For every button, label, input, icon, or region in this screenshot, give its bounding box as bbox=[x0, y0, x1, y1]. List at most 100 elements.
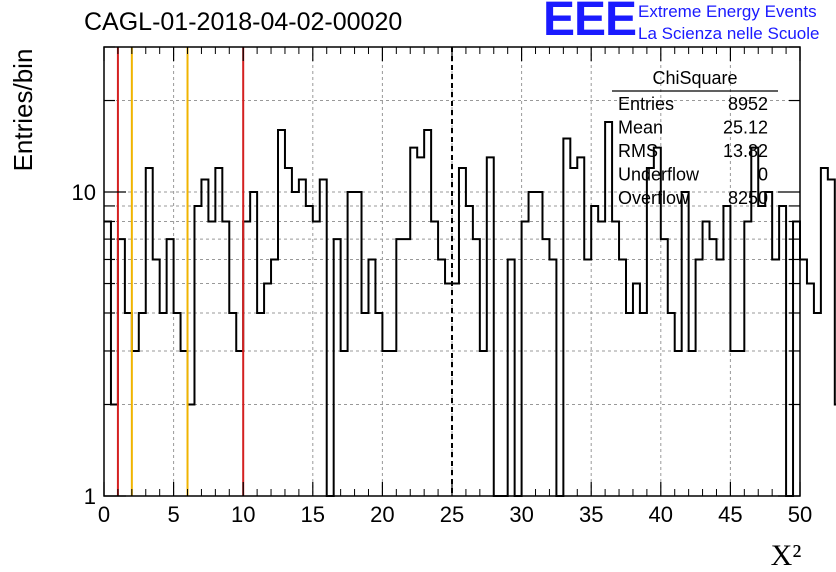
x-axis-title: X² bbox=[771, 539, 802, 572]
histogram-bin bbox=[118, 239, 125, 496]
histogram-bin bbox=[445, 284, 452, 496]
x-tick-label: 45 bbox=[718, 502, 742, 527]
histogram-bin bbox=[438, 259, 445, 496]
histogram-bin bbox=[807, 284, 814, 496]
histogram-bin bbox=[619, 259, 626, 496]
histogram-bin bbox=[104, 221, 111, 496]
x-tick-label: 50 bbox=[788, 502, 812, 527]
histogram-bin bbox=[320, 179, 327, 496]
histogram-bin bbox=[389, 351, 396, 496]
stats-label: Entries bbox=[618, 94, 674, 114]
y-tick-label: 1 bbox=[84, 484, 96, 509]
stats-label: Underflow bbox=[618, 165, 700, 185]
histogram-bin bbox=[334, 239, 341, 496]
x-tick-label: 30 bbox=[509, 502, 533, 527]
histogram-bin bbox=[744, 221, 751, 496]
histogram-bin bbox=[368, 259, 375, 496]
x-tick-label: 25 bbox=[440, 502, 464, 527]
histogram-bin bbox=[473, 239, 480, 496]
histogram-bin bbox=[584, 259, 591, 496]
histogram-bin bbox=[243, 221, 250, 496]
histogram-bin bbox=[682, 192, 689, 496]
histogram-bin bbox=[167, 239, 174, 496]
histogram-bin bbox=[299, 179, 306, 496]
histogram-bin bbox=[111, 404, 118, 496]
run-title: CAGL-01-2018-04-02-00020 bbox=[84, 8, 403, 36]
histogram-bin bbox=[696, 259, 703, 496]
histogram-bin bbox=[828, 179, 835, 496]
histogram-bin bbox=[348, 192, 355, 496]
histogram-bin bbox=[675, 351, 682, 496]
histogram-bin bbox=[146, 168, 153, 496]
x-tick-label: 40 bbox=[649, 502, 673, 527]
histogram-bin bbox=[480, 351, 487, 496]
histogram-bin bbox=[271, 259, 278, 496]
histogram-bin bbox=[410, 148, 417, 496]
histogram-bin bbox=[716, 259, 723, 496]
histogram-bin bbox=[633, 284, 640, 496]
histogram-outline bbox=[104, 120, 836, 497]
eee-logo-line2: La Scienza nelle Scuole bbox=[638, 24, 820, 43]
stats-value: 8952 bbox=[728, 94, 768, 114]
x-tick-label: 0 bbox=[98, 502, 110, 527]
histogram-bin bbox=[396, 239, 403, 496]
stats-box: ChiSquare Entries 8952 Mean 25.12 RMS 13.82 Und… bbox=[612, 68, 778, 208]
histogram-bin bbox=[292, 192, 299, 496]
histogram-bin bbox=[341, 351, 348, 496]
histogram-bin bbox=[605, 122, 612, 496]
x-tick-label: 20 bbox=[370, 502, 394, 527]
histogram-bin bbox=[153, 259, 160, 496]
histogram-bin bbox=[549, 259, 556, 496]
eee-logo-line1: Extreme Energy Events bbox=[638, 2, 817, 21]
histogram-bin bbox=[459, 168, 466, 496]
histogram-bin bbox=[452, 284, 459, 496]
histogram-bin bbox=[285, 168, 292, 496]
histogram-bin bbox=[431, 221, 438, 496]
histogram-bin bbox=[647, 168, 654, 496]
histogram-bin bbox=[201, 179, 208, 496]
stats-value: 25.12 bbox=[723, 118, 768, 138]
stats-value: 13.82 bbox=[723, 141, 768, 161]
stats-value: 0 bbox=[758, 165, 768, 185]
stats-label: Overflow bbox=[618, 188, 690, 208]
histogram-bin bbox=[508, 259, 515, 496]
axis-ticks bbox=[103, 46, 801, 497]
histogram-bin bbox=[821, 168, 828, 496]
histogram-bin bbox=[522, 221, 529, 496]
x-tick-label: 35 bbox=[579, 502, 603, 527]
histogram-bin bbox=[487, 157, 494, 496]
histogram-bin bbox=[598, 221, 605, 496]
histogram-bin bbox=[800, 259, 807, 496]
histogram-bin bbox=[814, 313, 821, 496]
histogram-bin bbox=[542, 239, 549, 496]
histogram-bin bbox=[355, 192, 362, 496]
histogram-bin bbox=[264, 284, 271, 496]
histogram-bin bbox=[772, 259, 779, 496]
histogram-bin bbox=[529, 192, 536, 496]
histogram-bin bbox=[417, 157, 424, 496]
histogram-bin bbox=[710, 239, 717, 496]
x-tick-label: 5 bbox=[167, 502, 179, 527]
tick-labels: 0 5 10 15 20 25 30 35 40 45 50 1 10 bbox=[72, 180, 813, 527]
histogram-bin bbox=[313, 221, 320, 496]
histogram-bin bbox=[208, 221, 215, 496]
histogram-bars bbox=[104, 120, 836, 497]
y-tick-label: 10 bbox=[72, 180, 96, 205]
histogram-bin bbox=[222, 221, 229, 496]
x-tick-label: 10 bbox=[231, 502, 255, 527]
stats-label: Mean bbox=[618, 118, 663, 138]
histogram-bin bbox=[703, 221, 710, 496]
histogram-bin bbox=[577, 157, 584, 496]
histogram-bin bbox=[689, 351, 696, 496]
histogram-bin bbox=[236, 351, 243, 496]
histogram-bin bbox=[188, 404, 195, 496]
histogram-bin bbox=[737, 351, 744, 496]
eee-logo: EEE bbox=[543, 0, 637, 46]
histogram-bin bbox=[570, 168, 577, 496]
x-tick-label: 15 bbox=[301, 502, 325, 527]
stats-title: ChiSquare bbox=[652, 68, 737, 88]
marker-lines bbox=[116, 47, 453, 496]
y-axis-title: Entries/bin bbox=[8, 49, 38, 172]
